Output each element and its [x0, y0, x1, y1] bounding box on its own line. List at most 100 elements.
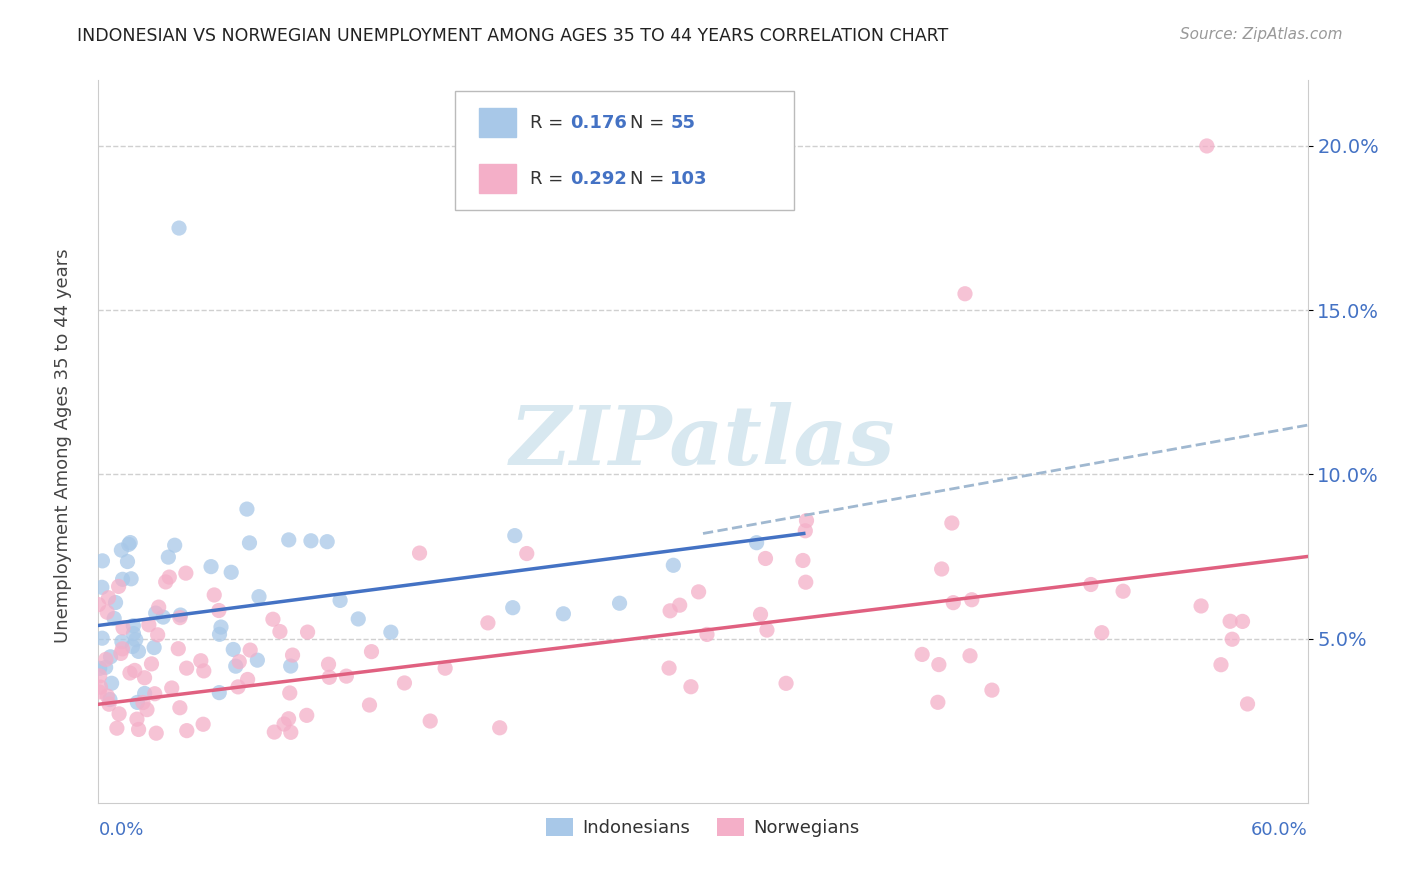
Point — [167, 221, 190, 235]
Point — [138, 617, 160, 632]
Point — [609, 596, 631, 610]
Point — [1112, 584, 1135, 599]
Point — [277, 712, 299, 726]
Point — [120, 572, 142, 586]
Point — [87, 598, 110, 612]
Point — [794, 524, 817, 538]
Point — [122, 626, 145, 640]
Point — [318, 657, 340, 672]
Point — [297, 625, 319, 640]
Bar — [479, 164, 516, 194]
Point — [502, 600, 524, 615]
Point — [208, 627, 231, 641]
Point — [111, 572, 134, 586]
Point — [347, 612, 370, 626]
Point — [679, 680, 702, 694]
Point — [754, 551, 776, 566]
Point — [112, 621, 135, 635]
Point — [408, 546, 430, 560]
Point — [94, 652, 117, 666]
Point — [127, 644, 149, 658]
Point — [105, 721, 128, 735]
Point — [118, 665, 141, 680]
Point — [90, 580, 112, 594]
Point — [103, 611, 125, 625]
Text: 0.0%: 0.0% — [98, 821, 143, 838]
Point — [755, 623, 778, 637]
Point — [190, 654, 212, 668]
Point — [174, 566, 197, 581]
Point — [121, 640, 143, 654]
Point — [110, 543, 132, 558]
Point — [136, 703, 159, 717]
Point — [122, 618, 145, 632]
Point — [120, 535, 142, 549]
Point — [553, 607, 575, 621]
Point — [419, 714, 441, 728]
Point — [118, 537, 141, 551]
Point — [239, 643, 262, 657]
Point — [980, 683, 1002, 698]
Point — [160, 681, 183, 695]
Point — [100, 676, 122, 690]
Point — [236, 673, 259, 687]
Point — [200, 559, 222, 574]
Point — [91, 631, 114, 645]
Point — [749, 607, 772, 622]
Point — [96, 689, 118, 703]
Point — [247, 590, 270, 604]
Point — [89, 669, 111, 683]
Point — [516, 547, 538, 561]
Point — [98, 698, 121, 712]
Point — [169, 700, 191, 714]
Point — [359, 698, 381, 712]
Point — [128, 723, 150, 737]
Text: Source: ZipAtlas.com: Source: ZipAtlas.com — [1180, 27, 1343, 42]
Point — [111, 641, 134, 656]
Point — [145, 726, 167, 740]
Point — [277, 533, 299, 547]
Point — [1080, 577, 1102, 591]
Point — [434, 661, 457, 675]
Point — [668, 598, 690, 612]
Point — [132, 696, 155, 710]
Point — [238, 536, 260, 550]
Point — [1195, 139, 1218, 153]
Point — [959, 648, 981, 663]
Point — [696, 627, 718, 641]
Point — [193, 664, 215, 678]
Point — [263, 725, 285, 739]
Point — [360, 645, 382, 659]
Point — [503, 528, 526, 542]
Point — [134, 671, 156, 685]
Point — [662, 558, 685, 573]
Point — [658, 661, 681, 675]
Point — [167, 641, 190, 656]
Text: 55: 55 — [671, 113, 696, 132]
Point — [141, 657, 163, 671]
Point — [280, 659, 302, 673]
Point — [659, 604, 682, 618]
Point — [1189, 599, 1212, 613]
Point — [143, 687, 166, 701]
Point — [111, 634, 134, 648]
Point — [1091, 625, 1114, 640]
Point — [927, 695, 949, 709]
Point — [280, 725, 302, 739]
Bar — [479, 108, 516, 137]
Point — [100, 649, 122, 664]
Point — [911, 648, 934, 662]
Point — [269, 624, 291, 639]
Point — [163, 538, 186, 552]
Text: 0.176: 0.176 — [569, 113, 627, 132]
Point — [931, 562, 953, 576]
Point — [127, 695, 149, 709]
Point — [394, 676, 416, 690]
Text: R =: R = — [530, 113, 569, 132]
Point — [228, 655, 250, 669]
Point — [278, 686, 301, 700]
Point — [110, 647, 132, 661]
Text: 60.0%: 60.0% — [1251, 821, 1308, 838]
Point — [262, 612, 284, 626]
Point — [146, 628, 169, 642]
